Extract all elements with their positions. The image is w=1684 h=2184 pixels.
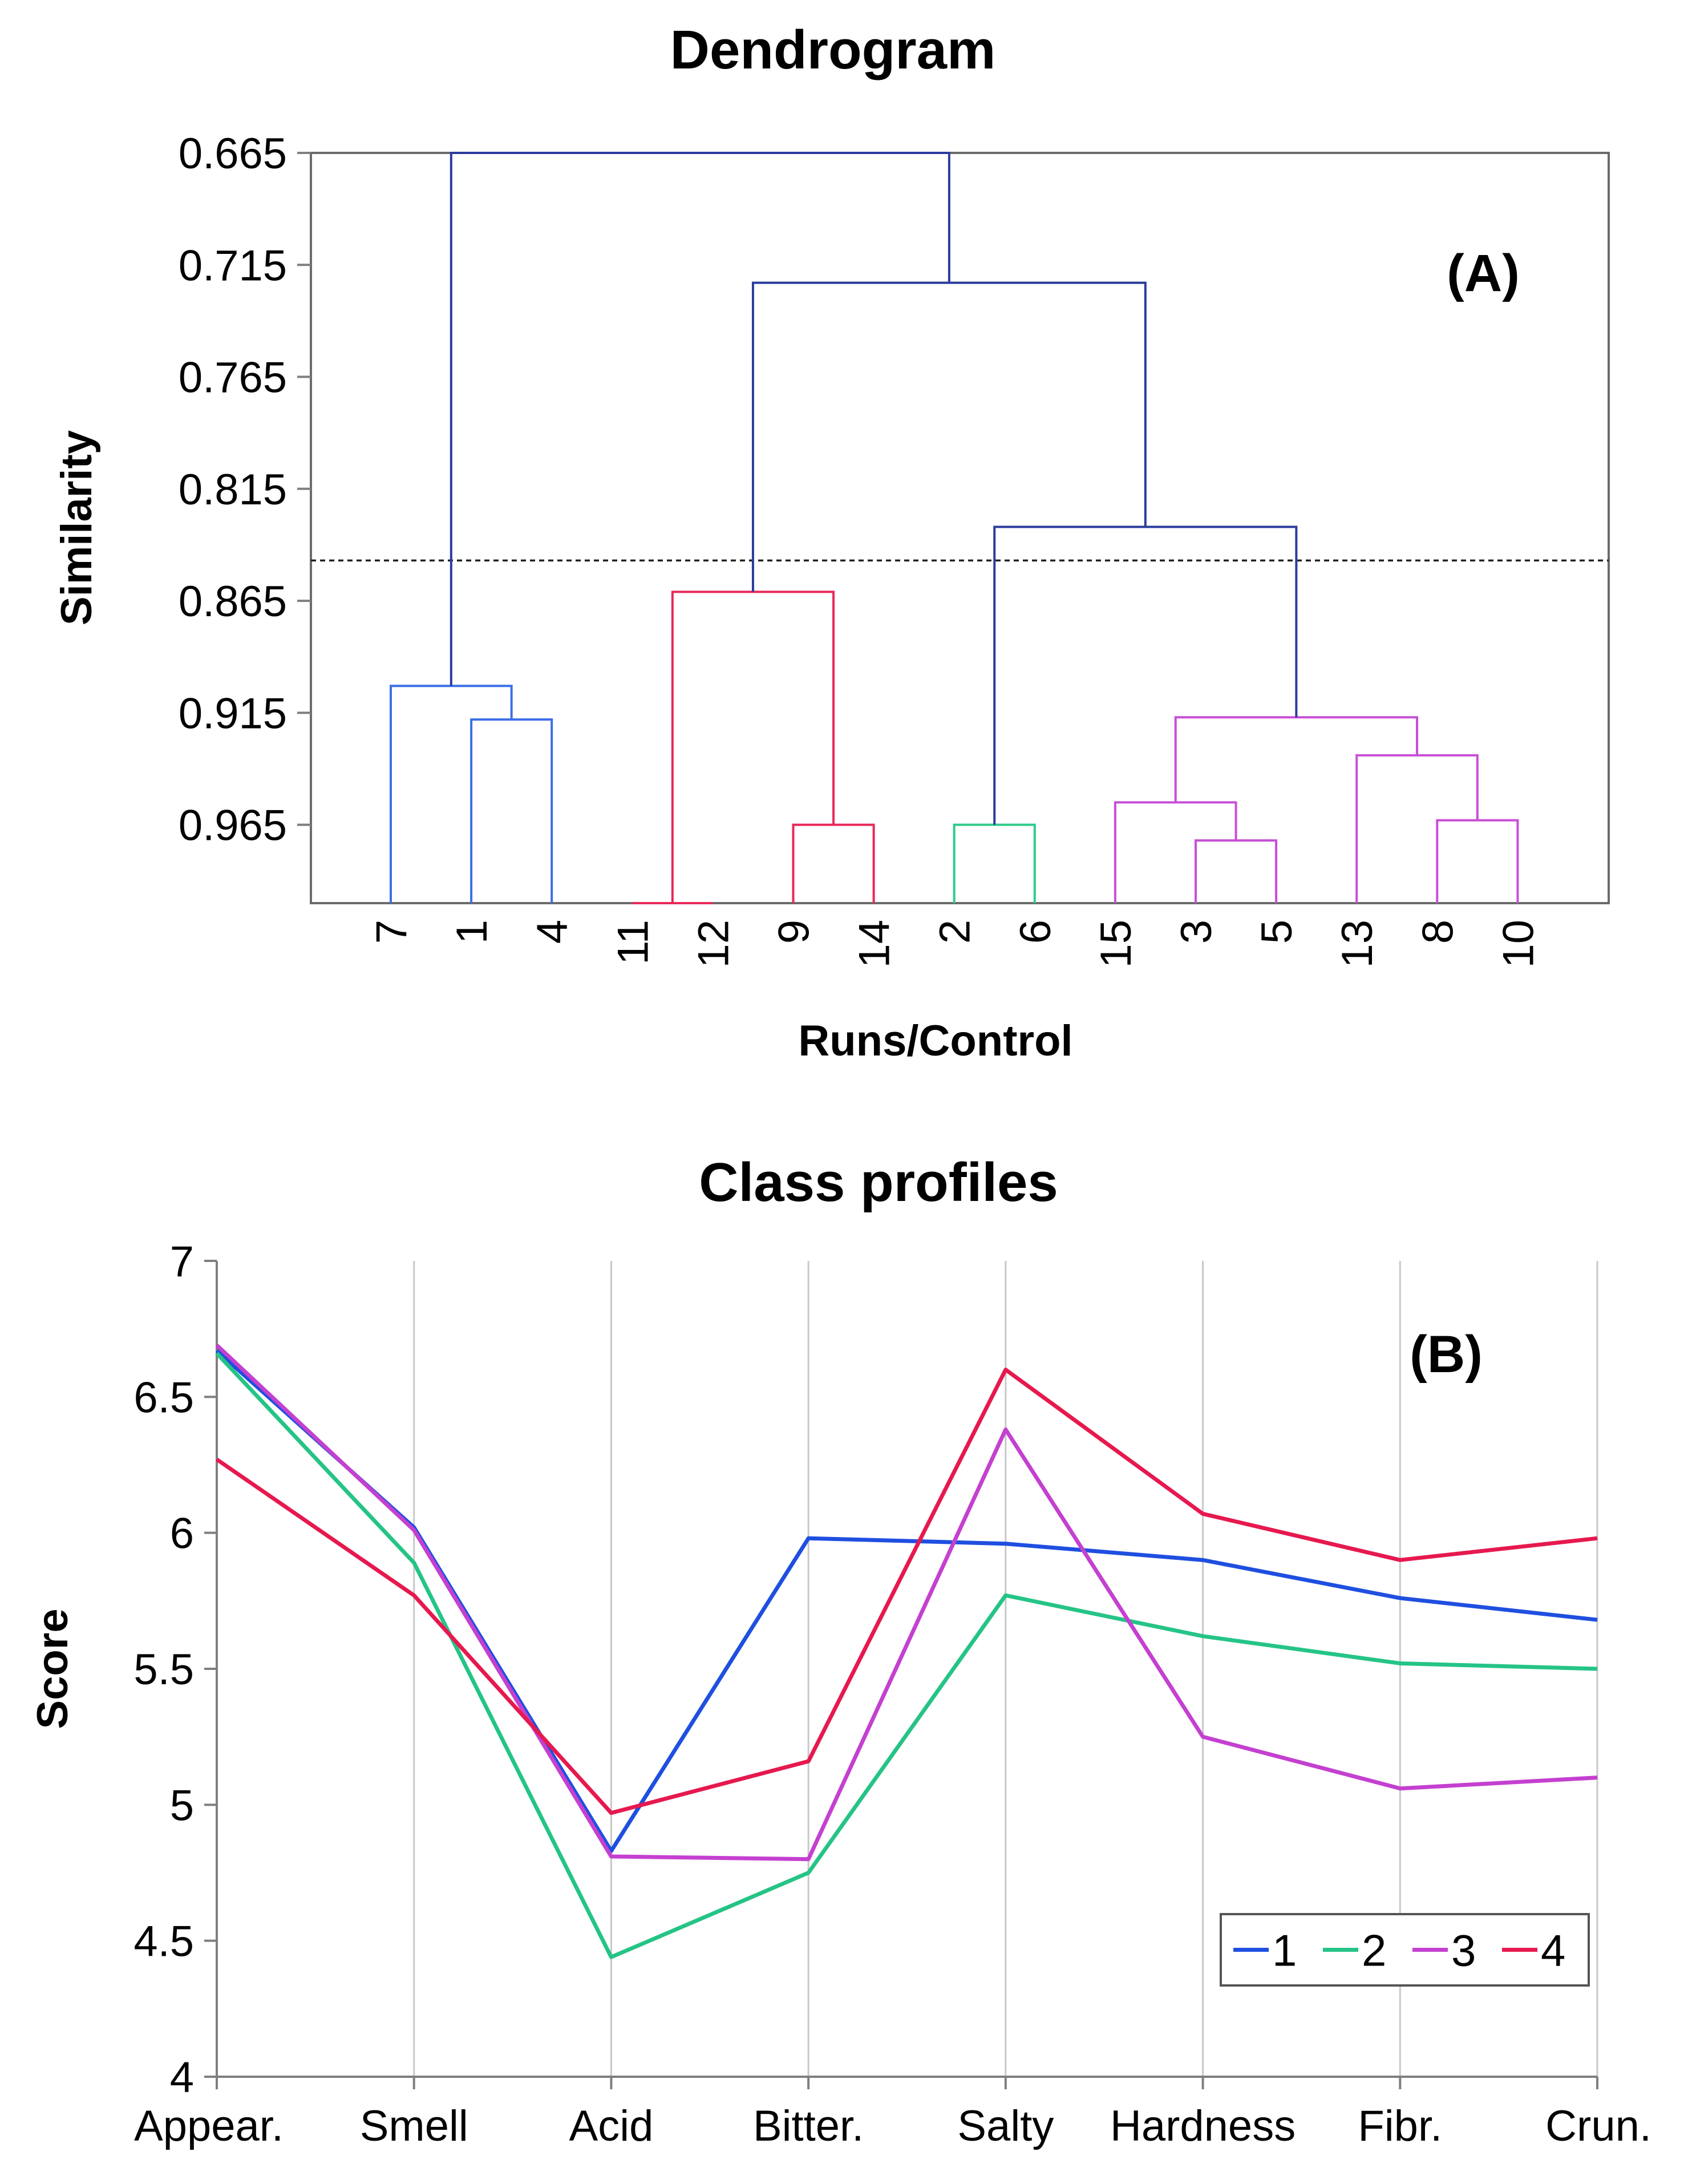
profiles-x-tick-label: Salty bbox=[957, 2102, 1054, 2150]
profiles-y-axis-title: Score bbox=[29, 1608, 77, 1729]
dendrogram-leaf-label: 13 bbox=[1333, 920, 1382, 968]
dendrogram-leaf-labels: 7 1 4 11 12 9 14 2 6 15 3 5 13 8 10 bbox=[367, 920, 1543, 968]
dendrogram-panel: Dendrogram 0.665 0.715 0.765 0.815 0.865 0.91… bbox=[52, 19, 1610, 1065]
dendrogram-y-tick-label: 0.815 bbox=[179, 466, 287, 514]
dendrogram-leaf-label: 1 bbox=[448, 920, 496, 944]
dendrogram-leaf-label: 9 bbox=[770, 920, 819, 944]
profiles-legend-label: 1 bbox=[1272, 1926, 1297, 1976]
profiles-x-tick-label: Smell bbox=[360, 2102, 468, 2150]
profiles-series-lines bbox=[215, 1344, 1598, 1959]
dendrogram-y-tick-label: 0.915 bbox=[179, 689, 287, 738]
dendrogram-link bbox=[751, 281, 1147, 592]
dendrogram-links bbox=[390, 152, 1519, 904]
dendrogram-y-axis-title: Similarity bbox=[52, 430, 101, 625]
profiles-legend-label: 3 bbox=[1451, 1926, 1476, 1976]
profiles-x-tick-label: Fibr. bbox=[1358, 2102, 1442, 2150]
dendrogram-link bbox=[671, 591, 835, 903]
dendrogram-link bbox=[1355, 754, 1479, 903]
profiles-series-line-4 bbox=[216, 1368, 1598, 1815]
dendrogram-y-tick-label: 0.865 bbox=[179, 577, 287, 626]
dendrogram-link bbox=[1114, 801, 1237, 903]
dendrogram-y-tick-label: 0.665 bbox=[179, 130, 287, 178]
dendrogram-y-ticks: 0.665 0.715 0.765 0.815 0.865 0.915 0.965 bbox=[179, 130, 311, 850]
profiles-x-ticks: Appear. Smell Acid Bitter. Salty Hardness Fibr… bbox=[134, 2077, 1651, 2150]
profiles-x-tick-label: Acid bbox=[569, 2102, 654, 2150]
dendrogram-y-tick-label: 0.765 bbox=[179, 354, 287, 402]
dendrogram-panel-tag: (A) bbox=[1447, 244, 1520, 302]
dendrogram-x-axis-title: Runs/Control bbox=[798, 1017, 1072, 1065]
profiles-y-tick-label: 4 bbox=[170, 2053, 194, 2102]
dendrogram-leaf-label: 8 bbox=[1414, 920, 1462, 944]
profiles-legend: 1 2 3 4 bbox=[1220, 1913, 1590, 1987]
dendrogram-link bbox=[1174, 716, 1419, 803]
profiles-x-tick-label: Hardness bbox=[1110, 2102, 1296, 2150]
profiles-series-line-1 bbox=[215, 1349, 1598, 1853]
profiles-y-tick-label: 7 bbox=[170, 1237, 194, 1286]
profiles-panel: Class profiles 4 4.5 5 5.5 6 6.5 7 Appear. Smel… bbox=[29, 1152, 1651, 2150]
dendrogram-title: Dendrogram bbox=[670, 19, 996, 80]
profiles-series-line-3 bbox=[215, 1344, 1598, 1862]
dendrogram-y-tick-label: 0.715 bbox=[179, 241, 287, 290]
dendrogram-link bbox=[953, 823, 1036, 903]
dendrogram-leaf-label: 5 bbox=[1253, 920, 1301, 944]
profiles-series-line-2 bbox=[215, 1352, 1598, 1959]
profiles-y-tick-label: 6 bbox=[170, 1510, 194, 1558]
dendrogram-leaf-label: 11 bbox=[609, 920, 657, 965]
profiles-y-tick-label: 6.5 bbox=[133, 1373, 194, 1422]
dendrogram-leaf-label: 7 bbox=[367, 920, 416, 944]
dendrogram-link bbox=[993, 525, 1298, 825]
profiles-y-tick-label: 5.5 bbox=[133, 1645, 194, 1694]
dendrogram-link bbox=[1436, 819, 1519, 903]
dendrogram-leaf-label: 3 bbox=[1172, 920, 1221, 944]
profiles-y-ticks: 4 4.5 5 5.5 6 6.5 7 bbox=[133, 1237, 217, 2102]
dendrogram-y-tick-label: 0.965 bbox=[179, 802, 287, 850]
dendrogram-leaf-label: 10 bbox=[1494, 920, 1543, 968]
profiles-panel-tag: (B) bbox=[1410, 1325, 1483, 1384]
dendrogram-link bbox=[450, 152, 950, 686]
dendrogram-leaf-label: 12 bbox=[689, 920, 738, 968]
dendrogram-plot-frame bbox=[310, 152, 1610, 904]
profiles-x-tick-label: Appear. bbox=[134, 2102, 284, 2150]
profiles-y-tick-label: 5 bbox=[170, 1781, 194, 1830]
dendrogram-leaf-label: 14 bbox=[851, 920, 899, 968]
dendrogram-link bbox=[792, 823, 875, 903]
dendrogram-leaf-label: 6 bbox=[1011, 920, 1060, 944]
dendrogram-link bbox=[470, 718, 553, 903]
profiles-x-tick-label: Bitter. bbox=[753, 2102, 864, 2150]
dendrogram-link bbox=[1195, 839, 1278, 903]
profiles-gridlines bbox=[413, 1261, 1598, 2077]
dendrogram-leaf-label: 15 bbox=[1092, 920, 1140, 968]
profiles-x-tick-label: Crun. bbox=[1545, 2102, 1651, 2150]
profiles-legend-label: 2 bbox=[1362, 1926, 1386, 1976]
profiles-title: Class profiles bbox=[699, 1152, 1058, 1213]
dendrogram-leaf-label: 4 bbox=[528, 920, 577, 944]
profiles-legend-label: 4 bbox=[1541, 1926, 1565, 1976]
dendrogram-leaf-label: 2 bbox=[931, 920, 979, 944]
profiles-y-tick-label: 4.5 bbox=[133, 1918, 194, 1966]
